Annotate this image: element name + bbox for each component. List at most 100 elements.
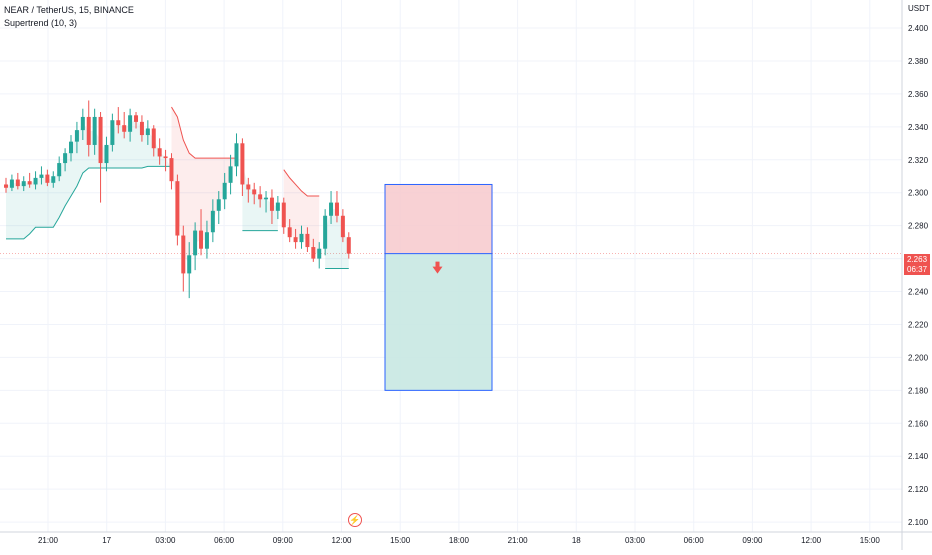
- candle-body: [216, 199, 221, 211]
- arrow-down-icon: [432, 261, 443, 274]
- symbol-title[interactable]: NEAR / TetherUS, 15, BINANCE: [4, 5, 134, 15]
- candle-body: [39, 174, 44, 178]
- candle-body: [145, 128, 150, 136]
- candle-body: [21, 181, 26, 187]
- stop-loss-zone: [385, 184, 492, 254]
- candle-body: [51, 176, 56, 183]
- candle-body: [299, 233, 304, 243]
- price-axis: 2.4002.3802.3602.3402.3202.3002.2802.260…: [901, 0, 929, 550]
- chart-legend: NEAR / TetherUS, 15, BINANCE Supertrend …: [4, 4, 134, 30]
- candle-body: [323, 215, 328, 249]
- time-tick-label: 06:00: [214, 536, 235, 545]
- supertrend-line-down: [283, 169, 320, 197]
- candles: [4, 100, 351, 299]
- candle-body: [9, 179, 14, 188]
- candle-body: [199, 230, 204, 249]
- candle-body: [45, 174, 50, 183]
- supertrend-line-up: [6, 165, 172, 240]
- candle-body: [287, 227, 292, 238]
- currency-label: USDT: [908, 4, 930, 13]
- candle-body: [311, 247, 316, 259]
- price-tick-label: 2.300: [908, 189, 929, 198]
- time-tick-label: 12:00: [801, 536, 822, 545]
- take-profit-zone: [385, 253, 492, 391]
- candle-body: [163, 156, 168, 159]
- candle-body: [305, 233, 310, 248]
- candle-body: [27, 181, 32, 185]
- time-tick-label: 17: [102, 536, 111, 545]
- price-tick-label: 2.160: [908, 419, 929, 428]
- candle-body: [33, 177, 38, 185]
- candle-body: [151, 128, 156, 149]
- bar-countdown: 06:37: [907, 265, 928, 274]
- last-price-value: 2.263: [907, 255, 928, 264]
- price-tick-label: 2.180: [908, 386, 929, 395]
- candle-body: [281, 202, 286, 228]
- position-border: [384, 183, 493, 391]
- candle-body: [234, 143, 239, 167]
- price-tick-label: 2.360: [908, 90, 929, 99]
- candle-body: [187, 255, 192, 274]
- price-tick-label: 2.220: [908, 320, 929, 329]
- supertrend-layer: [6, 106, 349, 269]
- candle-body: [57, 163, 62, 177]
- candle-body: [98, 116, 103, 164]
- candle-body: [86, 116, 91, 145]
- candle-body: [222, 182, 227, 200]
- price-tick-label: 2.200: [908, 353, 929, 362]
- candle-body: [63, 153, 68, 164]
- candle-body: [240, 143, 245, 185]
- time-tick-label: 18:00: [449, 536, 470, 545]
- time-axis: 21:00 17 03:00 06:00 09:00 12:00 15:00 18:00 21:…: [0, 531, 932, 545]
- candle-body: [204, 232, 209, 249]
- price-tick-label: 2.400: [908, 24, 929, 33]
- candle-body: [181, 235, 186, 274]
- price-tick-label: 2.240: [908, 288, 929, 297]
- candle-body: [157, 148, 162, 157]
- price-tick-label: 2.340: [908, 123, 929, 132]
- candle-body: [122, 125, 127, 132]
- price-tick-label: 2.380: [908, 57, 929, 66]
- candle-body: [74, 130, 79, 142]
- candle-body: [139, 121, 144, 136]
- lightning-bolt-icon[interactable]: ⚡: [348, 513, 362, 527]
- candle-body: [264, 197, 269, 200]
- time-tick-label: 03:00: [625, 536, 646, 545]
- price-tick-label: 2.280: [908, 222, 929, 231]
- time-tick-label: 03:00: [155, 536, 176, 545]
- candle-body: [128, 115, 133, 132]
- time-tick-label: 18: [572, 536, 581, 545]
- grid: [0, 0, 902, 532]
- candle-body: [275, 202, 280, 211]
- price-tick-label: 2.320: [908, 156, 929, 165]
- candle-body: [293, 237, 298, 243]
- candle-body: [175, 181, 180, 236]
- supertrend-fill: [283, 169, 320, 254]
- time-tick-label: 21:00: [508, 536, 529, 545]
- candle-body: [80, 116, 85, 131]
- short-position-tool: [384, 183, 493, 391]
- time-tick-label: 09:00: [742, 536, 763, 545]
- last-price-badge: 2.263 06:37: [904, 254, 930, 275]
- candle-body: [228, 166, 233, 183]
- price-tick-label: 2.140: [908, 452, 929, 461]
- candle-body: [329, 202, 334, 216]
- candle-body: [346, 237, 351, 254]
- indicator-label[interactable]: Supertrend (10, 3): [4, 18, 78, 28]
- candle-body: [169, 158, 174, 182]
- candle-body: [104, 144, 109, 164]
- candle-body: [334, 202, 339, 216]
- candle-body: [210, 210, 215, 233]
- candle-body: [69, 141, 74, 154]
- time-tick-label: 15:00: [860, 536, 881, 545]
- supertrend-fill: [6, 118, 172, 239]
- candle-body: [252, 189, 257, 195]
- time-tick-label: 06:00: [684, 536, 705, 545]
- candle-body: [269, 197, 274, 211]
- time-tick-label: 15:00: [390, 536, 411, 545]
- candle-body: [317, 248, 322, 259]
- candle-body: [4, 184, 8, 188]
- supertrend-fill: [171, 107, 237, 265]
